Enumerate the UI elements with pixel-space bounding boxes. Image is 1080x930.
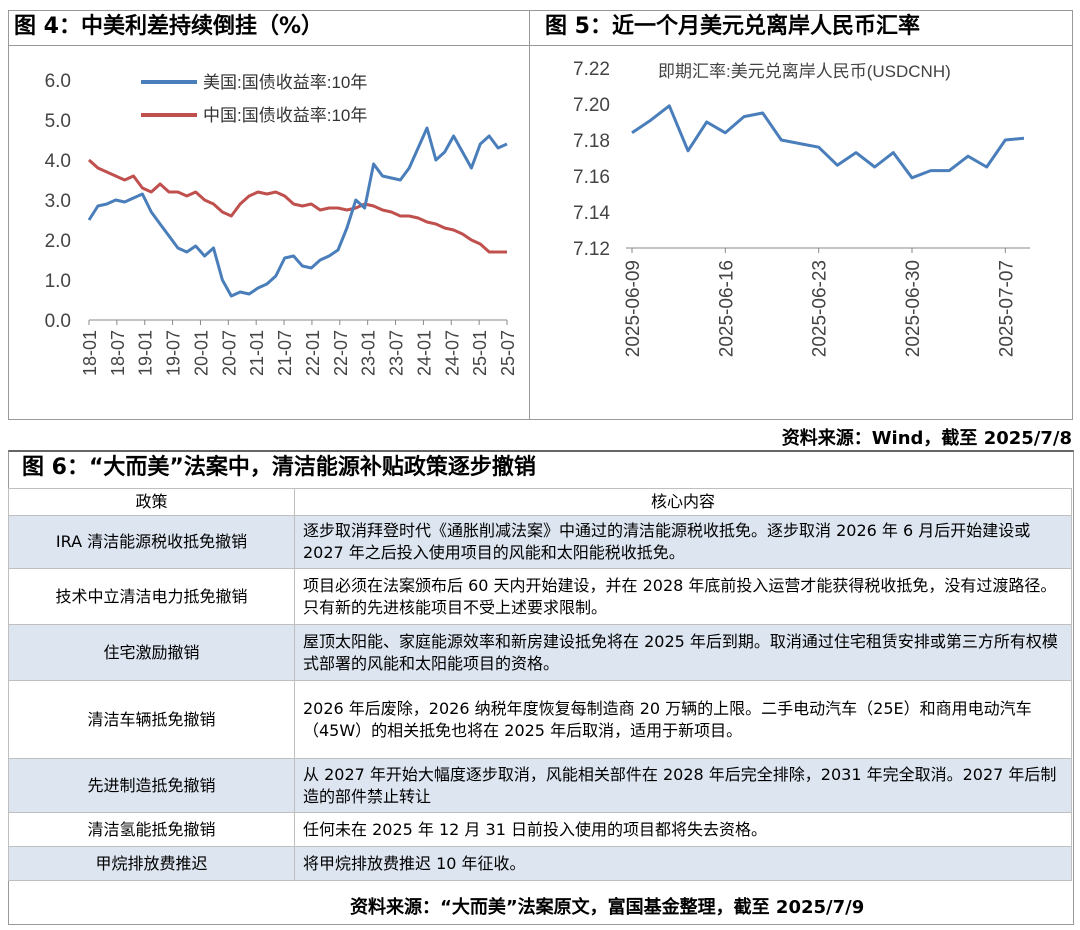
source-note-1: 资料来源：Wind，截至 2025/7/8 bbox=[781, 428, 1072, 449]
fig5-x-tick: 2025-06-30 bbox=[903, 260, 924, 357]
policy-cell: 先进制造抵免撤销 bbox=[8, 758, 295, 813]
fig4-x-tick: 23-07 bbox=[387, 330, 407, 376]
fig4-x-tick: 21-01 bbox=[247, 330, 267, 376]
fig4-series-cn bbox=[87, 158, 507, 254]
table-row: 住宅激励撤销 屋顶太阳能、家庭能源效率和新房建设抵免将在 2025 年后到期。取… bbox=[8, 624, 1072, 681]
policy-table: 政策 核心内容 IRA 清洁能源税收抵免撤销 逐步取消拜登时代《通胀削减法案》中… bbox=[8, 488, 1072, 881]
fig5-y-tick: 7.12 bbox=[573, 239, 610, 260]
policy-cell: 甲烷排放费推迟 bbox=[8, 846, 295, 881]
fig4-x-tick: 18-07 bbox=[108, 330, 128, 376]
content-cell: 逐步取消拜登时代《通胀削减法案》中通过的清洁能源税收抵免。逐步取消 2026 年… bbox=[294, 515, 1072, 569]
fig4-legend-cn: 中国:国债收益率:10年 bbox=[203, 106, 367, 125]
fig4-x-tick: 23-01 bbox=[359, 330, 379, 376]
content-cell: 屋顶太阳能、家庭能源效率和新房建设抵免将在 2025 年后到期。取消通过住宅租赁… bbox=[294, 624, 1072, 681]
fig4-x-tick: 25-07 bbox=[498, 330, 518, 376]
fig4-y-tick: 0.0 bbox=[45, 311, 71, 332]
fig5-legend: 即期汇率:美元兑离岸人民币(USDCNH) bbox=[658, 62, 951, 81]
fig6-title: 图 6：“大而美”法案中，清洁能源补贴政策逐步撤销 bbox=[22, 455, 536, 480]
fig4-legend-us: 美国:国债收益率:10年 bbox=[203, 73, 367, 92]
fig5-frame bbox=[529, 10, 1073, 420]
source-note-2: 资料来源：“大而美”法案原文，富国基金整理，截至 2025/7/9 bbox=[350, 897, 865, 918]
content-cell: 2026 年后废除，2026 纳税年度恢复每制造商 20 万辆的上限。二手电动汽… bbox=[294, 680, 1072, 759]
fig4-y-tick: 4.0 bbox=[45, 151, 71, 172]
header-content: 核心内容 bbox=[294, 488, 1072, 516]
fig5-series-usdcnh bbox=[631, 104, 1025, 180]
fig5-x-tick: 2025-06-16 bbox=[716, 260, 737, 357]
policy-cell: 技术中立清洁电力抵免撤销 bbox=[8, 568, 295, 625]
header-policy: 政策 bbox=[8, 488, 295, 516]
fig5-x-tick: 2025-06-23 bbox=[810, 260, 831, 357]
fig4-series-us bbox=[87, 126, 508, 298]
fig4-x-tick: 20-01 bbox=[191, 330, 211, 376]
content-cell: 从 2027 年开始大幅度逐步取消，风能相关部件在 2028 年后完全排除，20… bbox=[294, 758, 1072, 813]
fig4-x-tick: 20-07 bbox=[219, 330, 239, 376]
table-row: 技术中立清洁电力抵免撤销 项目必须在法案颁布后 60 天内开始建设，并在 202… bbox=[8, 568, 1072, 625]
policy-cell: 清洁车辆抵免撤销 bbox=[8, 680, 295, 759]
fig5-y-tick: 7.22 bbox=[573, 59, 610, 80]
policy-cell: 住宅激励撤销 bbox=[8, 624, 295, 681]
policy-cell: 清洁氢能抵免撤销 bbox=[8, 812, 295, 847]
fig4-title: 图 4：中美利差持续倒挂（%） bbox=[14, 14, 324, 39]
content-cell: 任何未在 2025 年 12 月 31 日前投入使用的项目都将失去资格。 bbox=[294, 812, 1072, 847]
content-cell: 将甲烷排放费推迟 10 年征收。 bbox=[294, 846, 1072, 881]
fig4-x-tick: 21-07 bbox=[275, 330, 295, 376]
fig4-chart: 6.0 5.0 4.0 3.0 2.0 1.0 0.0 18-01 18-07 19-01 19-… bbox=[45, 71, 518, 376]
fig5-chart: 7.22 7.20 7.18 7.16 7.14 7.12 2025-06-09 2025-… bbox=[573, 59, 1030, 357]
policy-cell: IRA 清洁能源税收抵免撤销 bbox=[8, 515, 295, 569]
fig4-x-tick: 22-07 bbox=[331, 330, 351, 376]
table-row: 先进制造抵免撤销 从 2027 年开始大幅度逐步取消，风能相关部件在 2028 … bbox=[8, 758, 1072, 813]
fig5-y-tick: 7.18 bbox=[573, 131, 610, 152]
fig5-title: 图 5：近一个月美元兑离岸人民币汇率 bbox=[545, 14, 920, 39]
fig4-y-tick: 5.0 bbox=[45, 111, 71, 132]
fig4-y-tick: 1.0 bbox=[45, 271, 71, 292]
fig4-y-tick: 6.0 bbox=[45, 71, 71, 92]
table-row: 甲烷排放费推迟 将甲烷排放费推迟 10 年征收。 bbox=[8, 846, 1072, 881]
table-header-row: 政策 核心内容 bbox=[8, 488, 1072, 516]
fig4-x-tick: 24-07 bbox=[442, 330, 462, 376]
table-row: IRA 清洁能源税收抵免撤销 逐步取消拜登时代《通胀削减法案》中通过的清洁能源税… bbox=[8, 515, 1072, 569]
table-row: 清洁车辆抵免撤销 2026 年后废除，2026 纳税年度恢复每制造商 20 万辆… bbox=[8, 680, 1072, 759]
fig5-x-tick: 2025-06-09 bbox=[623, 260, 644, 357]
fig4-x-tick: 22-01 bbox=[303, 330, 323, 376]
content-cell: 项目必须在法案颁布后 60 天内开始建设，并在 2028 年底前投入运营才能获得… bbox=[294, 568, 1072, 625]
fig5-y-tick: 7.16 bbox=[573, 167, 610, 188]
fig5-x-tick: 2025-07-07 bbox=[996, 260, 1017, 357]
fig5-y-tick: 7.14 bbox=[573, 203, 610, 224]
fig4-x-tick: 19-07 bbox=[164, 330, 184, 376]
fig4-y-tick: 2.0 bbox=[45, 231, 71, 252]
fig4-x-tick: 25-01 bbox=[470, 330, 490, 376]
fig4-x-tick: 18-01 bbox=[80, 330, 100, 376]
fig4-title-rule bbox=[8, 45, 1072, 46]
fig4-y-tick: 3.0 bbox=[45, 191, 71, 212]
fig5-y-tick: 7.20 bbox=[573, 95, 610, 116]
fig4-x-tick: 19-01 bbox=[136, 330, 156, 376]
table-row: 清洁氢能抵免撤销 任何未在 2025 年 12 月 31 日前投入使用的项目都将… bbox=[8, 812, 1072, 847]
fig4-x-tick: 24-01 bbox=[414, 330, 434, 376]
